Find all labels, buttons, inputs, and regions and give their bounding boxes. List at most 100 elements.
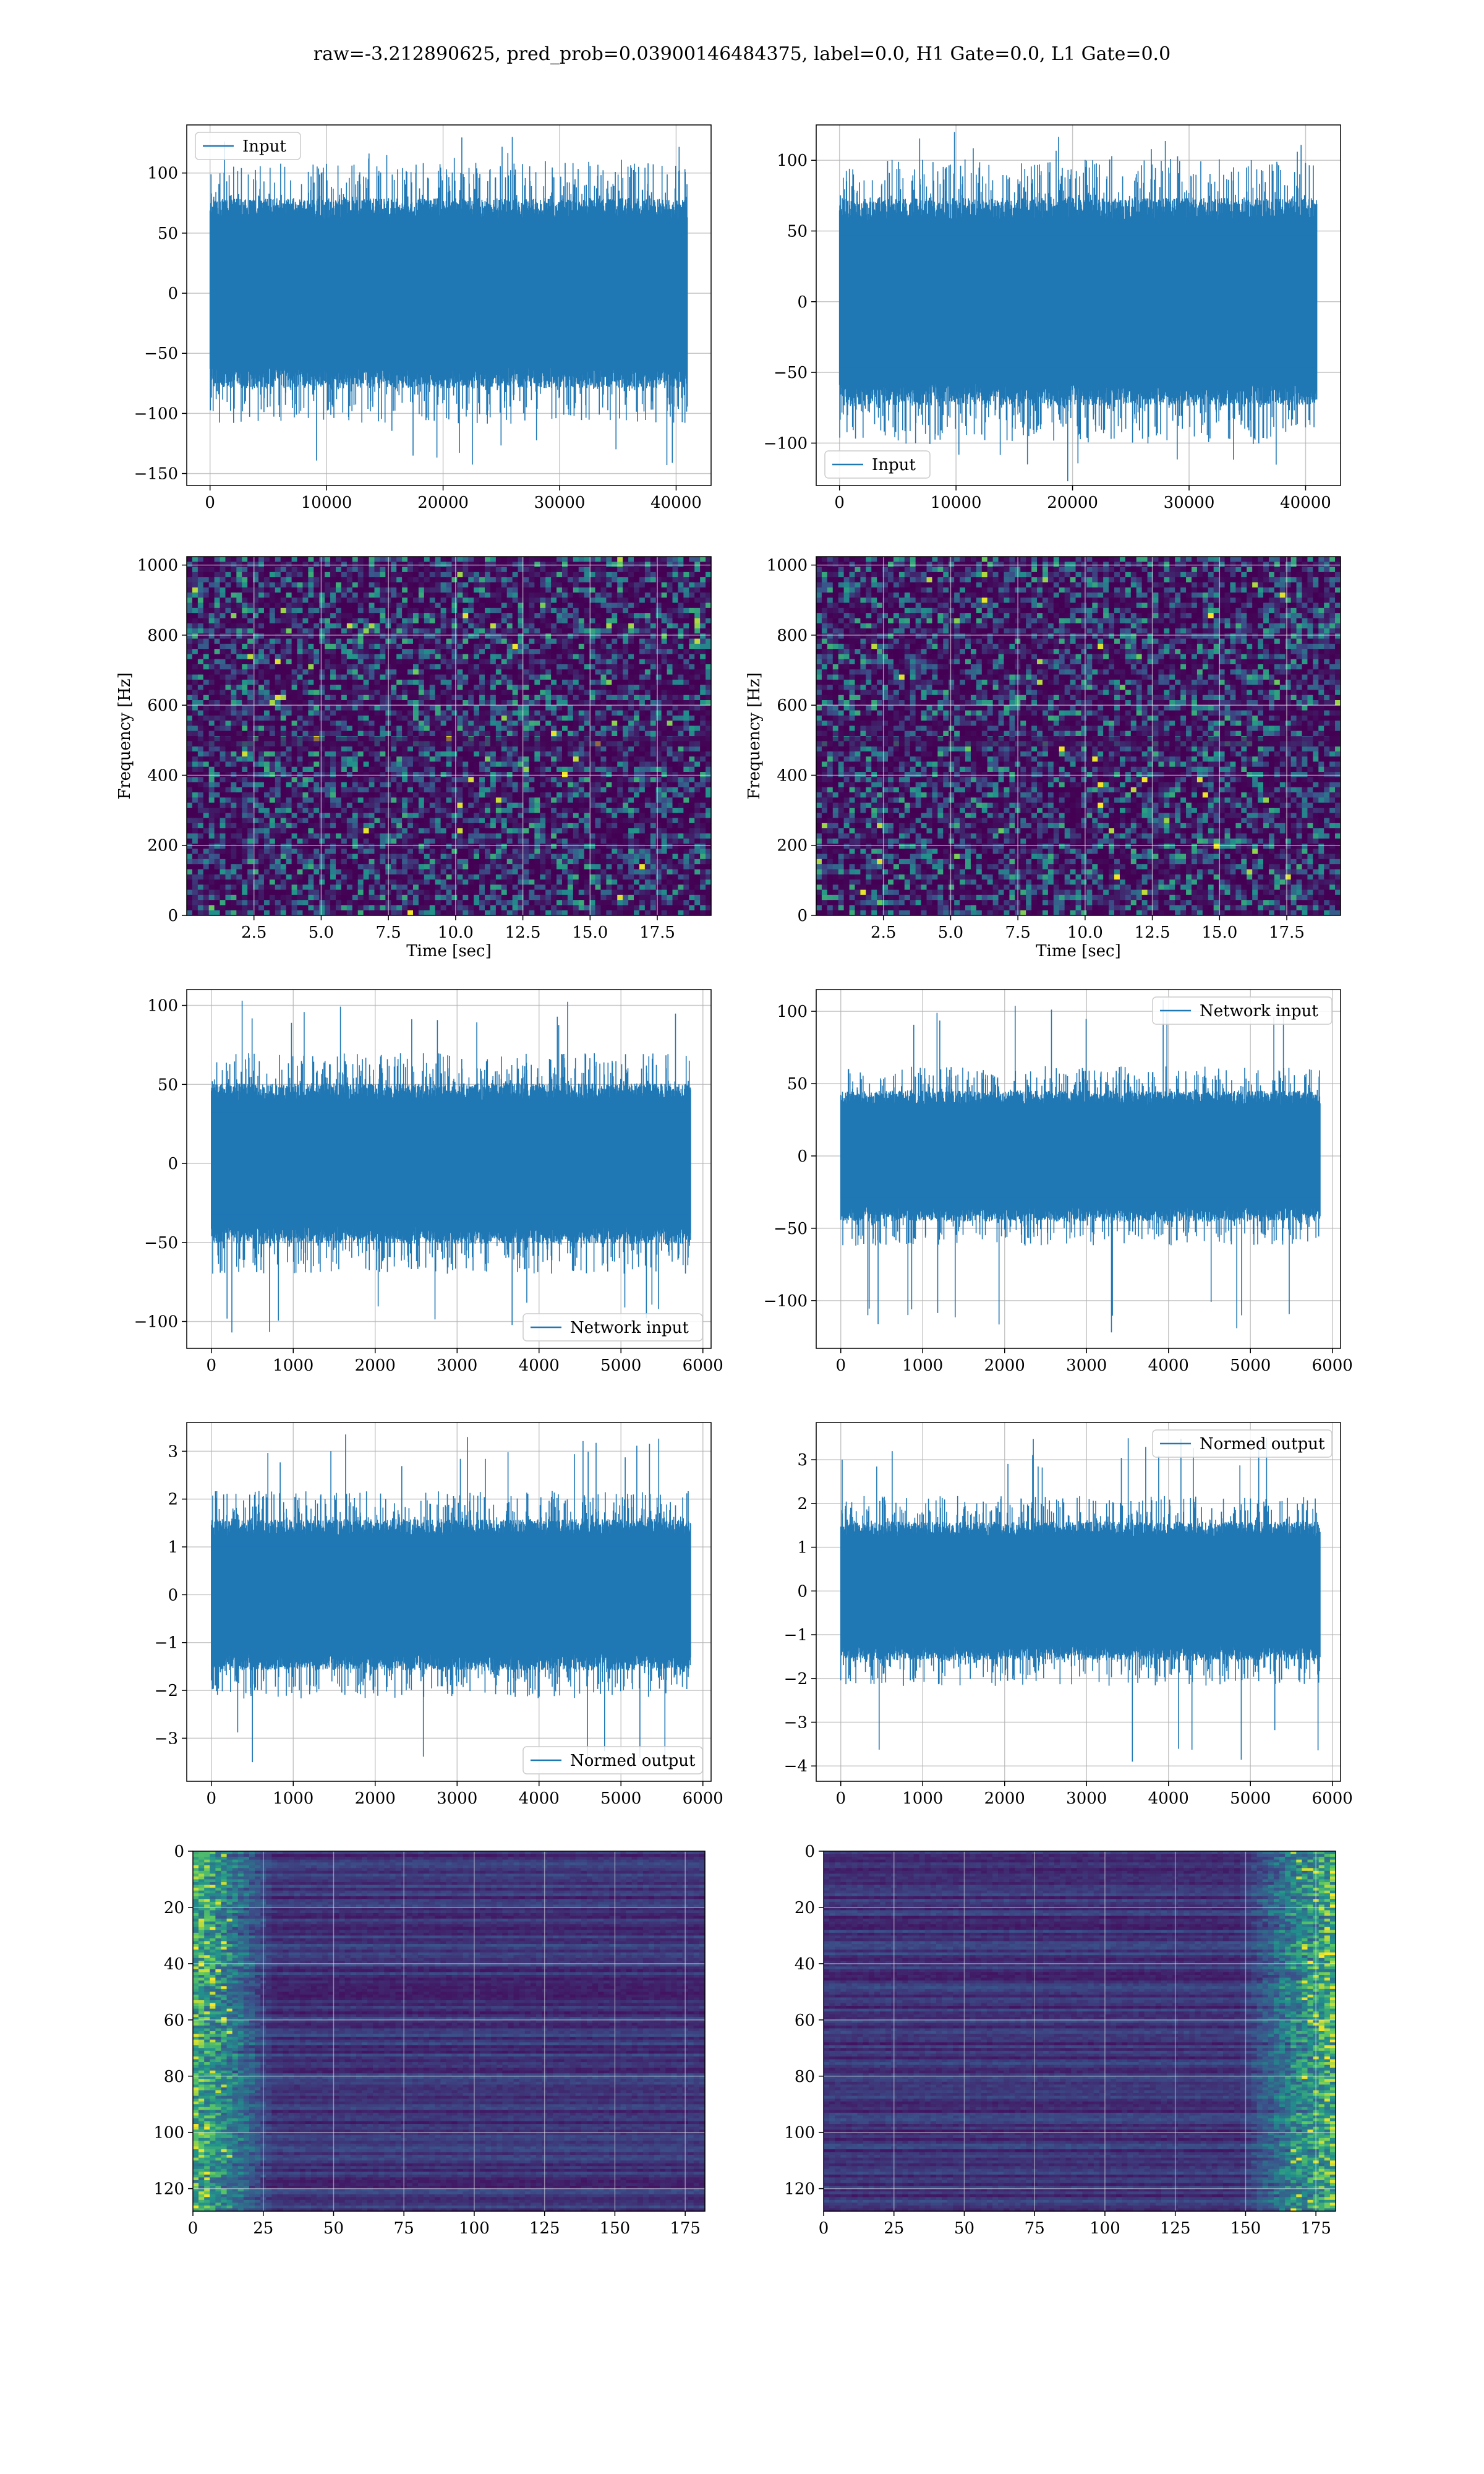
- heatmap-cell: [506, 582, 513, 588]
- heatmap-cell: [402, 730, 408, 737]
- heatmap-cell: [495, 858, 502, 865]
- heatmap-cell: [402, 638, 408, 644]
- heatmap-cell: [352, 746, 359, 752]
- heatmap-cell: [490, 587, 497, 593]
- heatmap-cell: [214, 587, 221, 593]
- heatmap-cell: [269, 643, 276, 649]
- heatmap-cell: [325, 823, 331, 829]
- heatmap-cell: [402, 833, 408, 839]
- heatmap-cell: [457, 910, 463, 916]
- heatmap-cell: [374, 782, 381, 788]
- heatmap-cell: [291, 874, 298, 880]
- heatmap-cell: [308, 685, 314, 691]
- heatmap-cell: [302, 756, 309, 763]
- heatmap-cell: [479, 910, 485, 916]
- heatmap-cell: [308, 649, 314, 655]
- heatmap-cell: [187, 823, 193, 829]
- heatmap-cell: [457, 756, 463, 763]
- heatmap-cell: [407, 607, 414, 614]
- heatmap-cell: [280, 772, 287, 777]
- heatmap-cell: [336, 874, 342, 880]
- heatmap-cell: [561, 730, 568, 737]
- heatmap-cell: [220, 818, 226, 824]
- heatmap-cell: [463, 756, 469, 763]
- heatmap-cell: [424, 880, 430, 885]
- heatmap-cell: [567, 756, 574, 763]
- heatmap-cell: [534, 715, 540, 721]
- heatmap-cell: [457, 802, 463, 808]
- heatmap-cell: [214, 685, 221, 691]
- heatmap-cell: [391, 756, 397, 763]
- heatmap-cell: [203, 756, 210, 763]
- heatmap-cell: [490, 792, 497, 798]
- heatmap-cell: [468, 649, 474, 655]
- heatmap-cell: [490, 567, 497, 573]
- heatmap-cell: [380, 730, 386, 737]
- heatmap-cell: [242, 782, 248, 788]
- heatmap-cell: [341, 823, 348, 829]
- heatmap-cell: [208, 649, 215, 655]
- heatmap-cell: [214, 633, 221, 640]
- heatmap-cell: [302, 818, 309, 824]
- heatmap-cell: [280, 628, 287, 634]
- heatmap-cell: [352, 833, 359, 839]
- heatmap-cell: [197, 597, 204, 604]
- heatmap-cell: [369, 797, 375, 803]
- heatmap-cell: [468, 705, 474, 711]
- heatmap-cell: [330, 813, 336, 819]
- heatmap-cell: [463, 587, 469, 593]
- heatmap-cell: [369, 654, 375, 660]
- heatmap-cell: [369, 874, 375, 880]
- heatmap-cell: [231, 858, 237, 865]
- heatmap-cell: [506, 587, 513, 593]
- heatmap-cell: [286, 756, 292, 763]
- heatmap-cell: [286, 874, 292, 880]
- heatmap-cell: [446, 854, 453, 860]
- heatmap-cell: [545, 649, 552, 655]
- heatmap-cell: [551, 582, 557, 588]
- heatmap-cell: [457, 567, 463, 573]
- heatmap-cell: [231, 674, 237, 680]
- heatmap-cell: [457, 844, 463, 849]
- heatmap-cell: [474, 705, 480, 711]
- heatmap-cell: [446, 705, 453, 711]
- heatmap-cell: [424, 628, 430, 634]
- heatmap-cell: [556, 833, 563, 839]
- heatmap-cell: [357, 761, 364, 768]
- heatmap-cell: [286, 802, 292, 808]
- heatmap-cell: [485, 705, 491, 711]
- heatmap-cell: [280, 587, 287, 593]
- heatmap-cell: [518, 726, 524, 732]
- heatmap-cell: [512, 808, 519, 813]
- heatmap-cell: [391, 571, 397, 578]
- heatmap-cell: [495, 669, 502, 675]
- heatmap-cell: [203, 593, 210, 598]
- heatmap-cell: [518, 674, 524, 680]
- heatmap-cell: [474, 597, 480, 604]
- heatmap-cell: [402, 607, 408, 614]
- heatmap-cell: [330, 772, 336, 777]
- heatmap-cell: [529, 638, 535, 644]
- heatmap-cell: [545, 669, 552, 675]
- heatmap-cell: [313, 638, 320, 644]
- heatmap-cell: [308, 910, 314, 916]
- heatmap-cell: [363, 587, 370, 593]
- heatmap-cell: [567, 659, 574, 665]
- heatmap-cell: [506, 700, 513, 706]
- heatmap-cell: [374, 659, 381, 665]
- heatmap-cell: [231, 910, 237, 916]
- heatmap-cell: [418, 571, 425, 578]
- heatmap-cell: [297, 874, 304, 880]
- heatmap-cell: [341, 700, 348, 706]
- heatmap-cell: [341, 607, 348, 614]
- heatmap-cell: [269, 607, 276, 614]
- heatmap-cell: [258, 802, 265, 808]
- heatmap-cell: [214, 884, 221, 891]
- heatmap-cell: [463, 761, 469, 768]
- heatmap-cell: [336, 751, 342, 757]
- heatmap-cell: [197, 715, 204, 721]
- heatmap-cell: [424, 597, 430, 604]
- heatmap-cell: [242, 582, 248, 588]
- heatmap-cell: [231, 833, 237, 839]
- heatmap-cell: [302, 910, 309, 916]
